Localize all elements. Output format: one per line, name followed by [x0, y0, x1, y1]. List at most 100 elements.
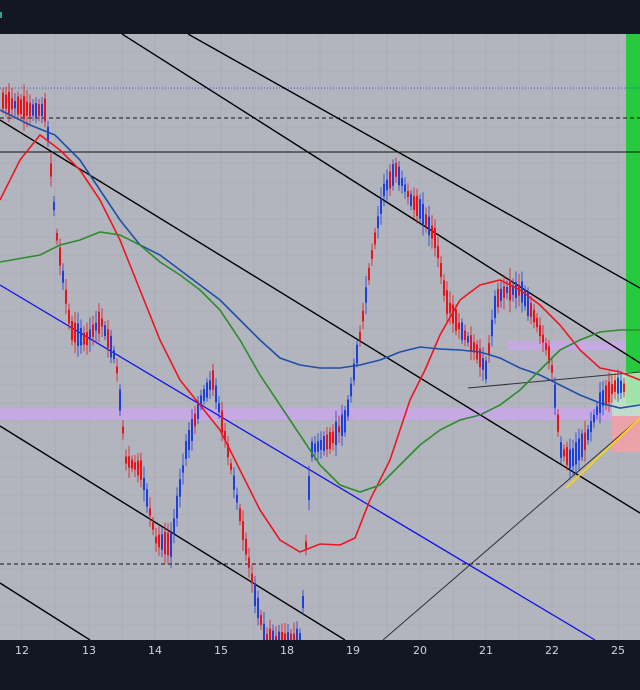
- rising-trend-line: [382, 417, 640, 640]
- candle-body: [164, 531, 166, 555]
- candle-body: [278, 631, 280, 640]
- candle-body: [461, 322, 463, 341]
- candle-body: [125, 456, 127, 464]
- candle-body: [119, 389, 121, 411]
- candle-body: [215, 385, 217, 403]
- candle-body: [254, 583, 256, 607]
- x-tick-label: 21: [479, 644, 493, 657]
- yellow-support-line: [565, 417, 640, 489]
- candle-body: [200, 395, 202, 405]
- candle-body: [128, 456, 130, 468]
- candle-body: [56, 232, 58, 241]
- candle-body: [8, 91, 10, 114]
- candle-body: [497, 288, 499, 308]
- candle-body: [266, 633, 268, 640]
- candle-body: [350, 383, 352, 397]
- candle-body: [347, 399, 349, 417]
- candle-body: [383, 183, 385, 197]
- candle-body: [395, 163, 397, 177]
- candle-body: [203, 389, 205, 401]
- candle-body: [314, 443, 316, 453]
- candle-body: [557, 414, 559, 432]
- candle-body: [170, 533, 172, 557]
- candle-body: [284, 633, 286, 640]
- candle-body: [86, 332, 88, 346]
- candlesticks: [2, 83, 625, 640]
- candle-body: [59, 247, 61, 266]
- candle-body: [65, 289, 67, 304]
- candle-body: [596, 406, 598, 415]
- candle-body: [176, 495, 178, 519]
- candle-body: [281, 631, 283, 640]
- candle-body: [572, 448, 574, 467]
- candle-body: [185, 441, 187, 459]
- candle-body: [527, 292, 529, 316]
- candle-body: [248, 557, 250, 568]
- candle-body: [239, 508, 241, 522]
- candle-body: [374, 232, 376, 245]
- candle-body: [5, 94, 7, 109]
- candle-body: [173, 518, 175, 534]
- candle-body: [377, 216, 379, 229]
- candle-body: [392, 164, 394, 186]
- candle-body: [35, 102, 37, 118]
- channel-line-outer: [187, 34, 640, 289]
- purple-zone: [0, 408, 640, 420]
- candle-body: [38, 104, 40, 116]
- x-tick-label: 15: [214, 644, 228, 657]
- candle-body: [221, 410, 223, 433]
- candle-body: [341, 414, 343, 436]
- candle-body: [236, 494, 238, 503]
- candle-body: [578, 438, 580, 461]
- candle-body: [146, 489, 148, 507]
- candle-body: [209, 380, 211, 390]
- candle-body: [245, 538, 247, 555]
- candle-body: [404, 184, 406, 192]
- x-axis[interactable]: 12 13 14 15 18 19 20 21 22 25: [0, 640, 640, 662]
- x-tick-label: 12: [15, 644, 29, 657]
- candle-body: [362, 310, 364, 322]
- candle-body: [191, 419, 193, 441]
- candle-body: [212, 370, 214, 390]
- candle-body: [542, 334, 544, 343]
- candle-body: [98, 311, 100, 334]
- candle-body: [440, 262, 442, 278]
- candle-body: [89, 329, 91, 341]
- candle-body: [446, 290, 448, 314]
- candle-body: [101, 318, 103, 327]
- moving-average-fast: [0, 133, 640, 553]
- candle-body: [92, 324, 94, 337]
- candle-body: [17, 96, 19, 115]
- x-tick-label: 20: [413, 644, 427, 657]
- candle-body: [260, 615, 262, 625]
- candle-body: [566, 447, 568, 465]
- candle-body: [380, 198, 382, 214]
- candle-body: [242, 521, 244, 541]
- candle-body: [152, 522, 154, 530]
- candle-body: [536, 318, 538, 328]
- candle-body: [611, 384, 613, 394]
- candle-body: [428, 216, 430, 236]
- blue-trend-line: [0, 284, 596, 640]
- candle-body: [398, 166, 400, 186]
- candle-body: [602, 390, 604, 406]
- candle-body: [80, 327, 82, 346]
- candle-body: [77, 323, 79, 347]
- bottom-toolbar: [0, 662, 640, 690]
- candle-body: [227, 444, 229, 458]
- candle-body: [137, 460, 139, 476]
- candle-body: [338, 426, 340, 433]
- candle-body: [617, 377, 619, 394]
- candle-body: [269, 628, 271, 640]
- candle-body: [494, 295, 496, 319]
- candle-body: [332, 431, 334, 444]
- candle-body: [158, 534, 160, 548]
- candle-body: [53, 201, 55, 211]
- candle-body: [512, 285, 514, 295]
- price-chart[interactable]: [0, 34, 640, 640]
- candle-body: [563, 449, 565, 457]
- zones: [0, 34, 640, 452]
- candle-body: [194, 413, 196, 427]
- candle-body: [143, 477, 145, 491]
- candle-body: [83, 332, 85, 345]
